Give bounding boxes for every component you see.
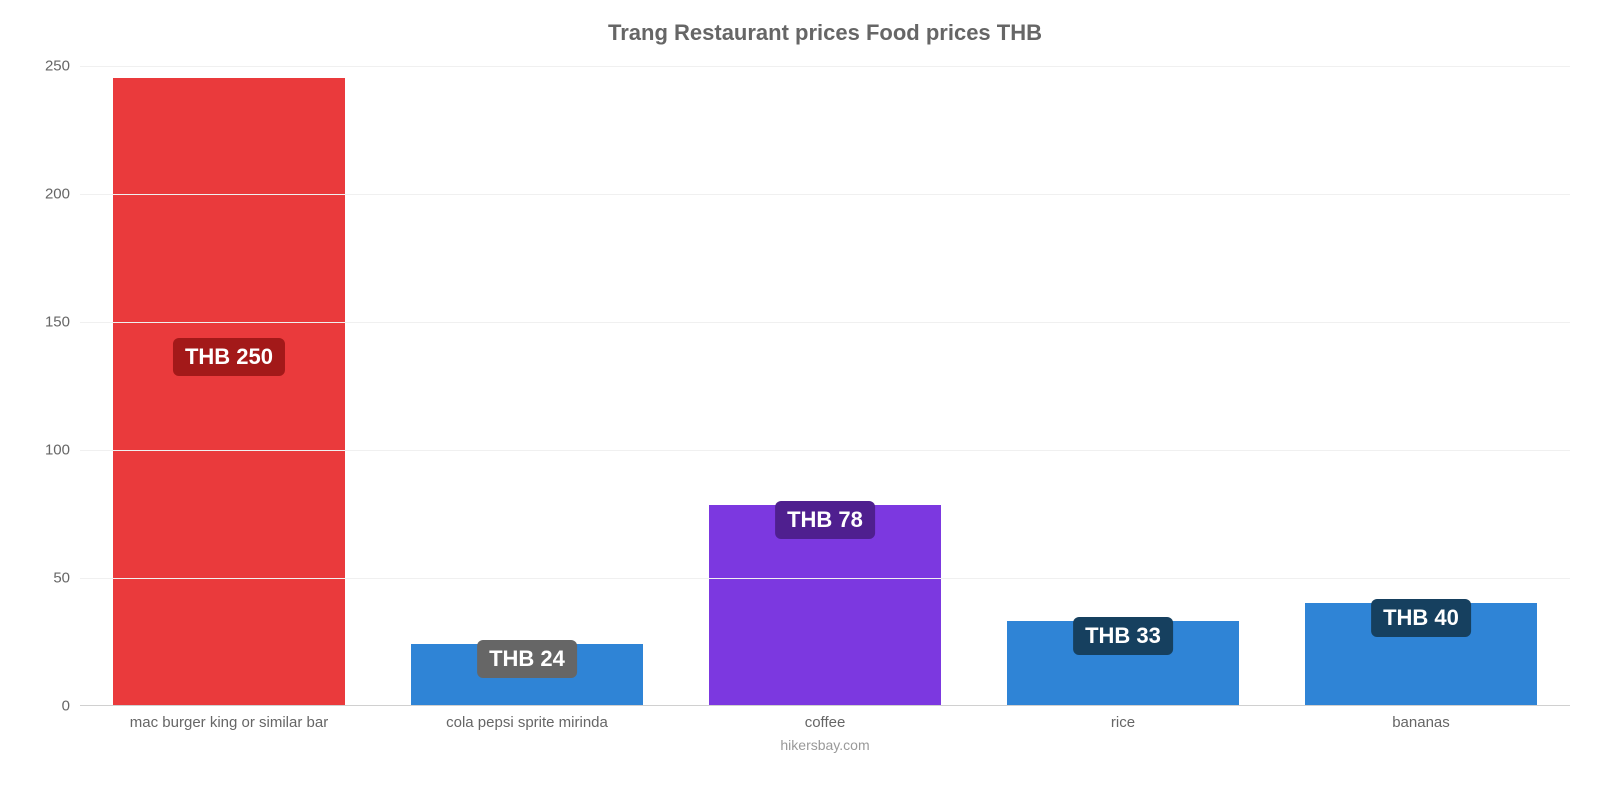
bar-slot: THB 78 (676, 66, 974, 705)
y-tick-label: 150 (45, 314, 80, 331)
x-axis-labels: mac burger king or similar barcola pepsi… (80, 714, 1570, 731)
x-tick-label: cola pepsi sprite mirinda (378, 714, 676, 731)
y-tick-label: 250 (45, 58, 80, 75)
y-tick-label: 50 (53, 570, 80, 587)
bar-slot: THB 40 (1272, 66, 1570, 705)
y-tick-label: 200 (45, 186, 80, 203)
bar-slot: THB 33 (974, 66, 1272, 705)
y-tick-label: 0 (62, 698, 80, 715)
gridline (80, 450, 1570, 451)
bars-row: THB 250 THB 24 THB 78 THB 33 THB 40 (80, 66, 1570, 705)
value-badge: THB 78 (775, 501, 875, 539)
chart-title: Trang Restaurant prices Food prices THB (80, 20, 1570, 46)
bar: THB 40 (1305, 603, 1537, 705)
bar: THB 33 (1007, 621, 1239, 705)
bar: THB 78 (709, 505, 941, 705)
bar-slot: THB 250 (80, 66, 378, 705)
x-tick-label: rice (974, 714, 1272, 731)
x-tick-label: mac burger king or similar bar (80, 714, 378, 731)
value-badge: THB 40 (1371, 599, 1471, 637)
bar: THB 24 (411, 644, 643, 705)
gridline (80, 322, 1570, 323)
value-badge: THB 250 (173, 338, 285, 376)
gridline (80, 194, 1570, 195)
value-badge: THB 24 (477, 640, 577, 678)
bar: THB 250 (113, 78, 345, 705)
gridline (80, 578, 1570, 579)
x-tick-label: coffee (676, 714, 974, 731)
y-tick-label: 100 (45, 442, 80, 459)
plot-area: THB 250THB 24THB 78THB 33THB 40 05010015… (80, 66, 1570, 706)
x-tick-label: bananas (1272, 714, 1570, 731)
footer-credit: hikersbay.com (80, 737, 1570, 753)
chart-container: Trang Restaurant prices Food prices THB … (0, 0, 1600, 800)
bar-slot: THB 24 (378, 66, 676, 705)
value-badge: THB 33 (1073, 617, 1173, 655)
gridline (80, 66, 1570, 67)
